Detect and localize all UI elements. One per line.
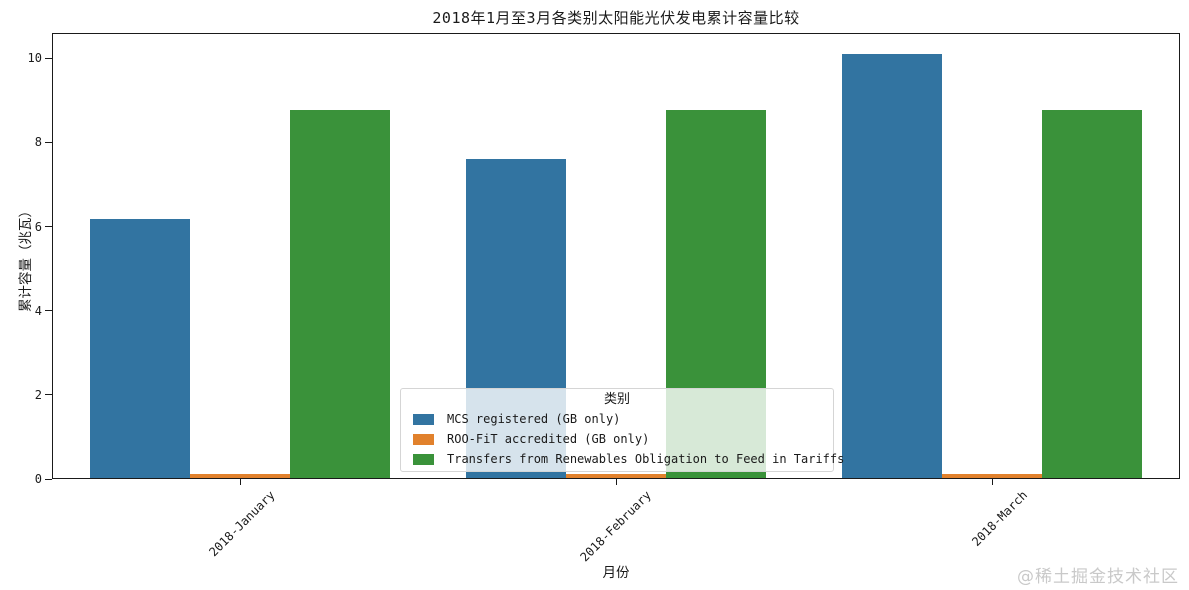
x-tick-label: 2018-January [206, 488, 278, 560]
x-tick-mark [615, 479, 617, 485]
chart-title: 2018年1月至3月各类别太阳能光伏发电累计容量比较 [432, 9, 800, 27]
watermark: @稀土掘金技术社区 [1017, 567, 1179, 587]
legend-label: ROO-FiT accredited (GB only) [447, 432, 650, 446]
bar [290, 110, 391, 479]
bar [189, 473, 291, 479]
x-tick-mark [991, 479, 993, 485]
y-tick-label: 8 [34, 135, 42, 150]
y-tick-mark [45, 310, 52, 312]
legend-rows: MCS registered (GB only) ROO-FiT accredit… [401, 409, 844, 469]
y-tick-mark [45, 394, 52, 396]
bar [941, 473, 1043, 479]
legend-swatch [413, 433, 434, 445]
legend: 类别 MCS registered (GB only) ROO-FiT accre… [400, 388, 844, 472]
y-tick-mark [45, 478, 52, 480]
legend-swatch [413, 453, 434, 465]
legend-item: Transfers from Renewables Obligation to … [407, 449, 844, 469]
x-tick-label: 2018-February [577, 488, 654, 565]
bar [89, 219, 190, 479]
y-tick-label: 4 [34, 303, 42, 318]
y-tick-mark [45, 57, 52, 59]
y-tick-label: 2 [34, 387, 42, 402]
x-tick-label: 2018-March [968, 488, 1030, 549]
y-tick-label: 0 [34, 472, 42, 486]
legend-item: MCS registered (GB only) [407, 409, 827, 429]
legend-item: ROO-FiT accredited (GB only) [407, 429, 827, 449]
y-tick-label: 10 [27, 51, 42, 66]
y-tick-label: 6 [34, 219, 42, 234]
y-tick-mark [45, 141, 52, 143]
bar [565, 473, 667, 479]
bar [1042, 110, 1143, 479]
y-tick-mark [45, 226, 52, 228]
legend-swatch [413, 413, 434, 425]
bar [841, 54, 942, 479]
legend-label: MCS registered (GB only) [447, 412, 621, 426]
legend-title: 类别 [603, 392, 630, 407]
x-axis-label: 月份 [602, 565, 630, 581]
x-tick-mark [239, 479, 241, 485]
legend-label: Transfers from Renewables Obligation to … [447, 452, 845, 466]
